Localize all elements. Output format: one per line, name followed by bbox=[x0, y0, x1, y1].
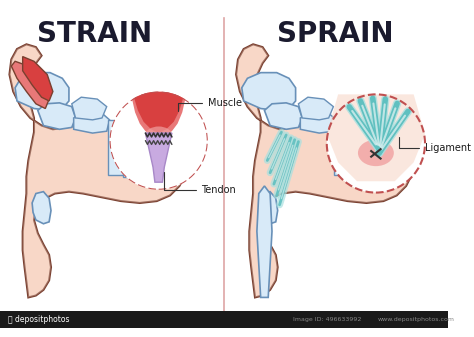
Polygon shape bbox=[165, 129, 180, 173]
Polygon shape bbox=[72, 97, 107, 120]
Polygon shape bbox=[349, 122, 366, 177]
Polygon shape bbox=[152, 127, 167, 177]
Text: SPRAIN: SPRAIN bbox=[277, 20, 393, 48]
Circle shape bbox=[327, 94, 425, 192]
Text: STRAIN: STRAIN bbox=[37, 20, 152, 48]
Polygon shape bbox=[327, 94, 425, 181]
Text: Tendon: Tendon bbox=[164, 172, 236, 195]
Polygon shape bbox=[379, 127, 394, 177]
Polygon shape bbox=[392, 129, 406, 173]
Polygon shape bbox=[236, 44, 414, 298]
Polygon shape bbox=[334, 120, 351, 175]
Polygon shape bbox=[15, 73, 69, 111]
Polygon shape bbox=[259, 192, 278, 224]
Text: Ⓐ depositphotos: Ⓐ depositphotos bbox=[8, 315, 69, 324]
Text: Muscle: Muscle bbox=[178, 98, 242, 112]
Polygon shape bbox=[32, 192, 51, 224]
Polygon shape bbox=[365, 125, 381, 178]
Polygon shape bbox=[299, 97, 333, 120]
Circle shape bbox=[109, 92, 208, 190]
Polygon shape bbox=[399, 145, 416, 163]
Polygon shape bbox=[301, 113, 336, 133]
Ellipse shape bbox=[358, 140, 394, 166]
Polygon shape bbox=[132, 92, 185, 133]
Polygon shape bbox=[27, 142, 49, 184]
Text: www.depositphotos.com: www.depositphotos.com bbox=[378, 317, 455, 321]
Polygon shape bbox=[23, 57, 53, 101]
Polygon shape bbox=[9, 44, 187, 298]
Polygon shape bbox=[146, 133, 172, 182]
Polygon shape bbox=[242, 73, 296, 111]
Polygon shape bbox=[264, 103, 302, 129]
Polygon shape bbox=[11, 61, 49, 109]
Polygon shape bbox=[108, 120, 125, 175]
Polygon shape bbox=[130, 92, 187, 137]
Polygon shape bbox=[123, 122, 140, 177]
Polygon shape bbox=[257, 186, 272, 298]
Polygon shape bbox=[73, 113, 109, 133]
Polygon shape bbox=[236, 44, 414, 298]
Polygon shape bbox=[9, 44, 187, 298]
Polygon shape bbox=[172, 145, 189, 163]
Polygon shape bbox=[138, 125, 154, 178]
Polygon shape bbox=[32, 104, 49, 132]
Text: Ligament: Ligament bbox=[400, 137, 471, 153]
Ellipse shape bbox=[146, 126, 172, 144]
Bar bbox=[0, 311, 447, 328]
Polygon shape bbox=[38, 103, 75, 129]
Text: Image ID: 496633992: Image ID: 496633992 bbox=[293, 317, 361, 321]
